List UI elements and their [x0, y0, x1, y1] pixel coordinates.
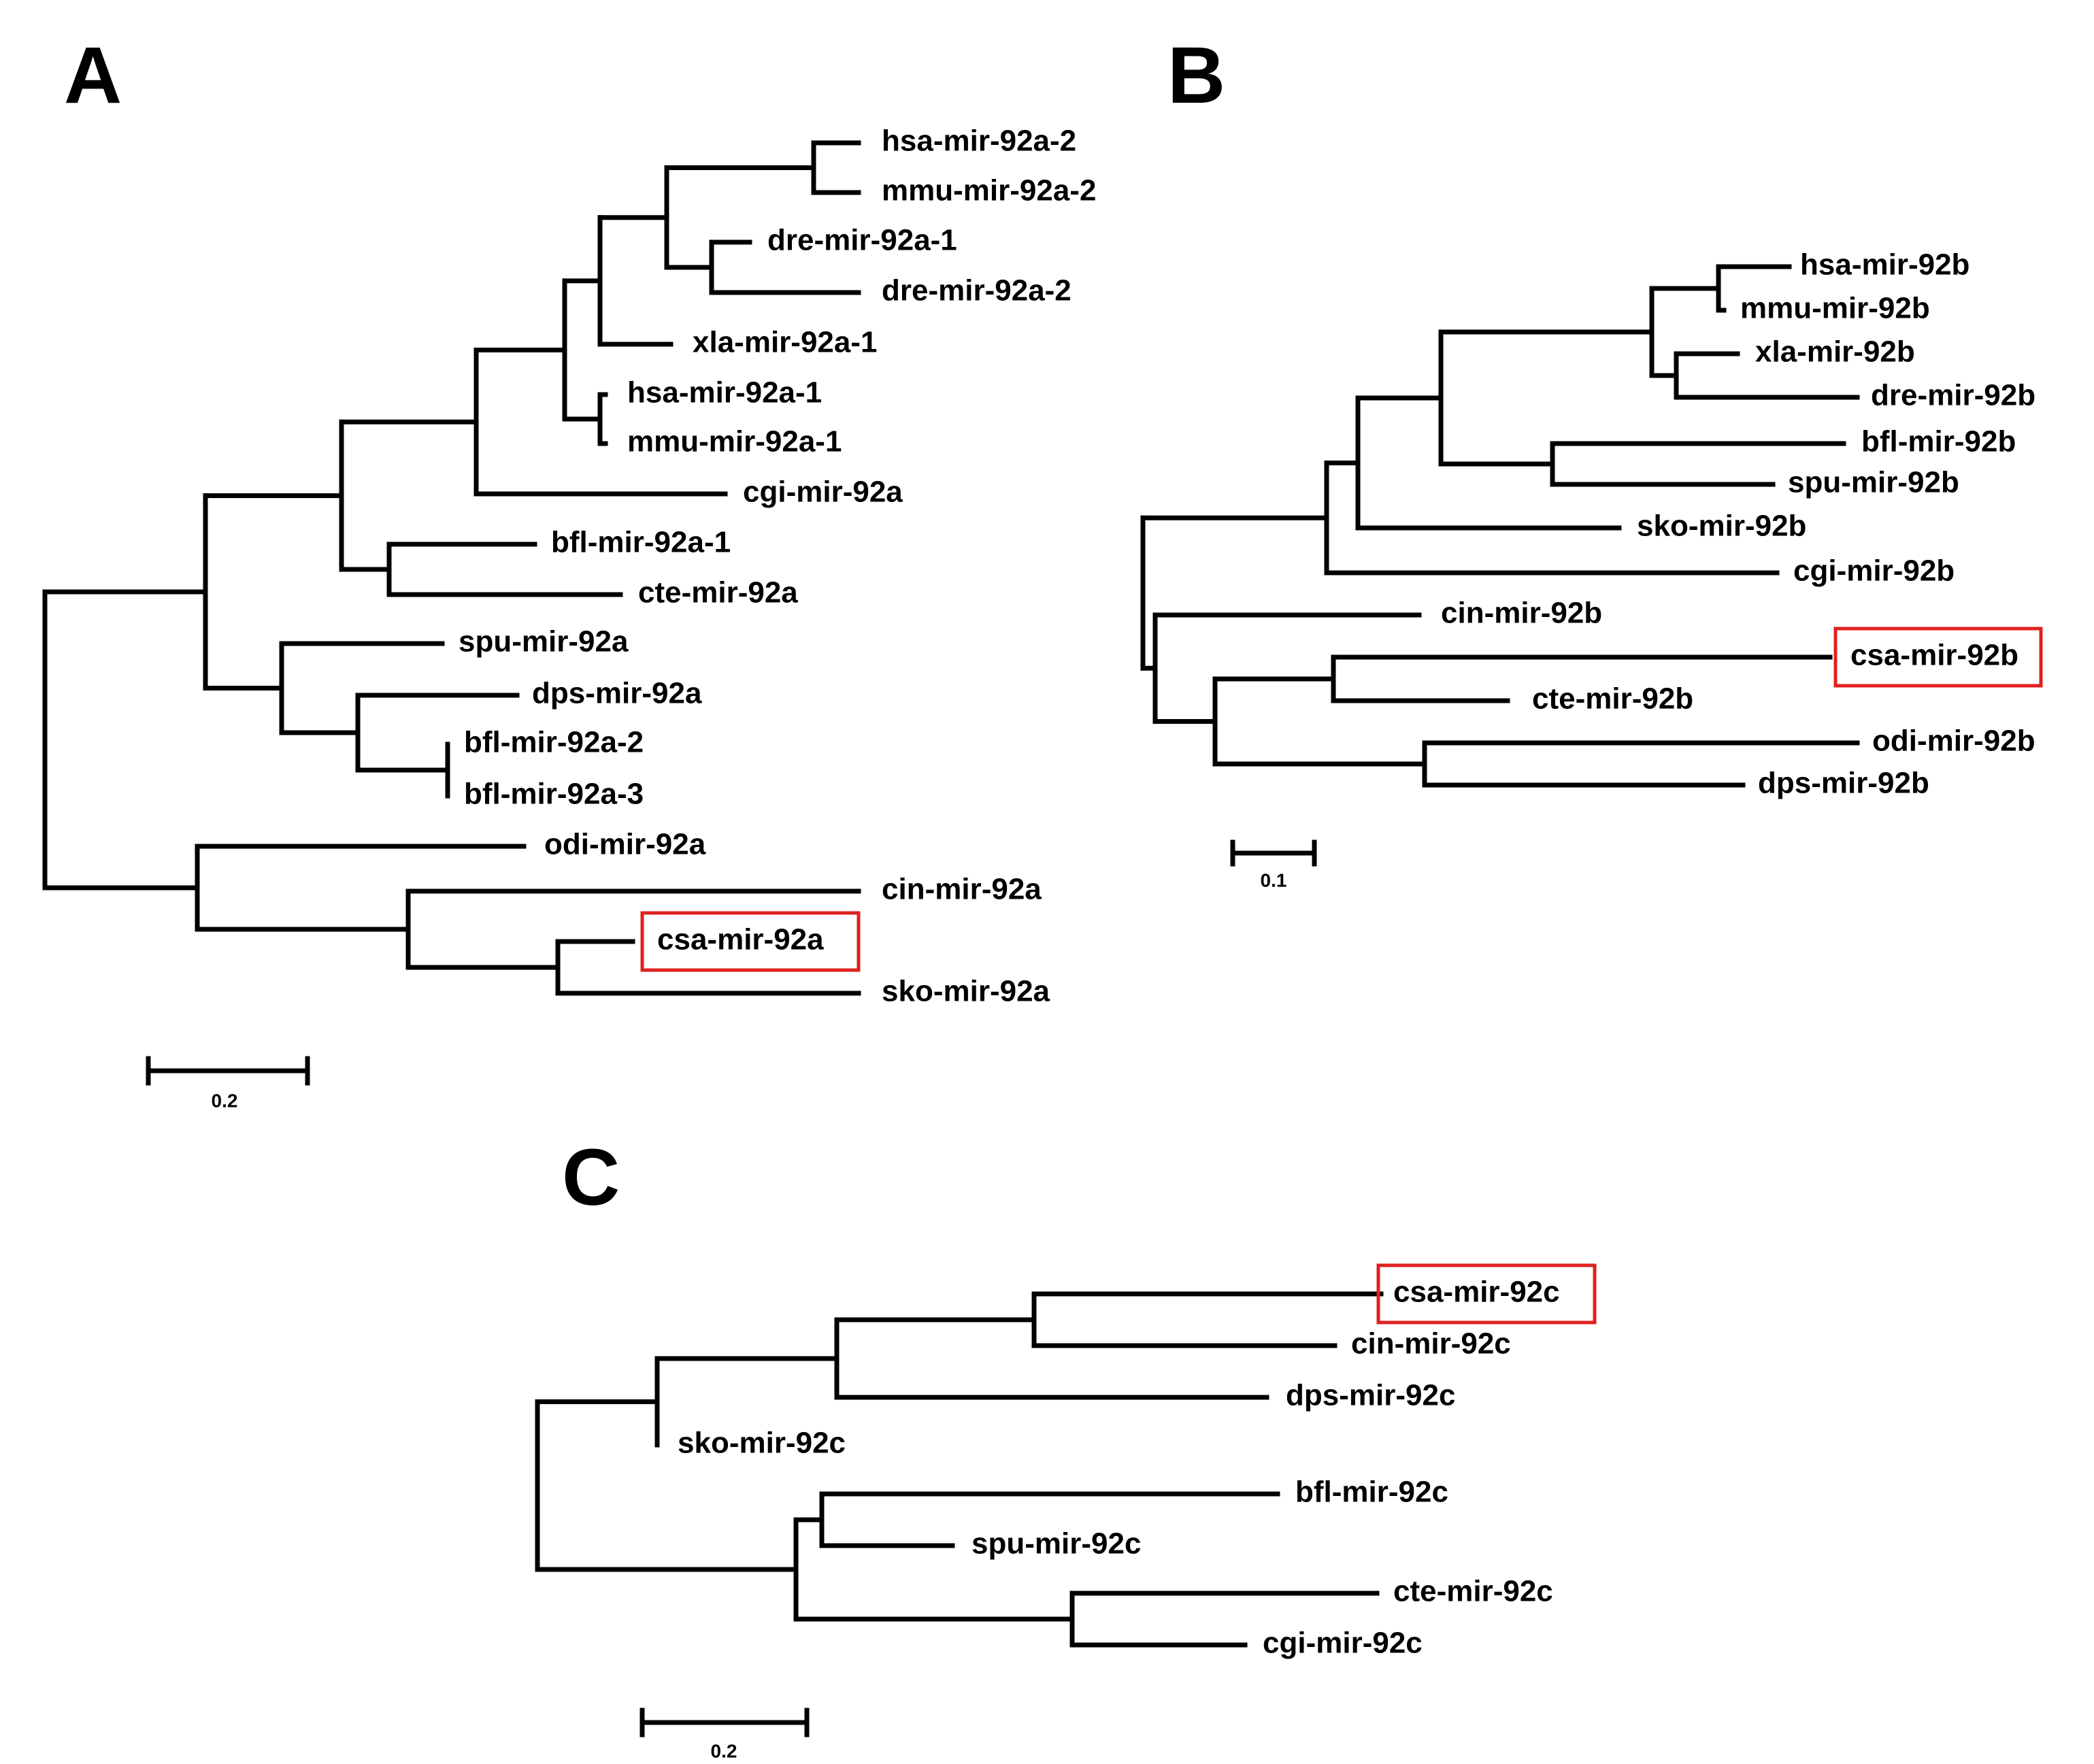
panel-c-leaf-label: spu-mir-92c [971, 1527, 1141, 1561]
panel-a-leaf-label: odi-mir-92a [544, 828, 706, 861]
panel-a-leaf-label: dre-mir-92a-2 [882, 274, 1071, 307]
panel-c-leaf-label: cin-mir-92c [1351, 1327, 1511, 1361]
panel-b-leaf-label: odi-mir-92b [1872, 725, 2035, 758]
panel-a-leaf-label: hsa-mir-92a-2 [882, 124, 1076, 158]
panel-a-leaf-label: spu-mir-92a [459, 625, 629, 659]
panel-b-leaf-label: bfl-mir-92b [1861, 425, 2016, 459]
panel-a-highlight-box [640, 911, 861, 972]
panel-b-leaf-label: mmu-mir-92b [1740, 292, 1930, 325]
panel-c-leaf-label: sko-mir-92c [678, 1427, 846, 1460]
panel-b-leaf-label: cgi-mir-92b [1793, 554, 1955, 588]
panel-c-leaf-label: dps-mir-92c [1286, 1379, 1455, 1412]
panel-a-leaf-label: cin-mir-92a [882, 873, 1042, 906]
panel-b-scale-label: 0.1 [1261, 869, 1287, 891]
panel-c-leaf-label: cte-mir-92c [1393, 1575, 1553, 1608]
panel-a-leaf-label: bfl-mir-92a-1 [551, 526, 731, 559]
panel-a-leaf-label: cte-mir-92a [638, 576, 798, 610]
panel-a-leaf-label: bfl-mir-92a-3 [464, 778, 644, 811]
panel-b-leaf-label: csa-mir-92b [1850, 639, 2018, 672]
panel-a-leaf-label: cgi-mir-92a [743, 476, 903, 509]
panel-a-label: A [64, 31, 122, 120]
panel-a-scale-label: 0.2 [212, 1090, 238, 1111]
panel-c-leaf-label: cgi-mir-92c [1263, 1627, 1423, 1660]
panel-c-leaf-label: bfl-mir-92c [1295, 1476, 1448, 1509]
panel-c-highlight-box [1376, 1263, 1597, 1325]
panel-a-leaf-label: mmu-mir-92a-2 [882, 174, 1096, 207]
panel-b-highlight-box [1833, 627, 2043, 688]
panel-c-leaf-label: csa-mir-92c [1393, 1276, 1560, 1309]
panel-b-leaf-label: xla-mir-92b [1755, 335, 1915, 369]
panel-a-leaf-label: mmu-mir-92a-1 [627, 425, 842, 459]
panel-a-leaf-label: bfl-mir-92a-2 [464, 726, 644, 759]
panel-c-scale-label: 0.2 [711, 1740, 737, 1761]
panel-a-leaf-label: xla-mir-92a-1 [693, 326, 877, 359]
panel-b-leaf-label: hsa-mir-92b [1800, 248, 1970, 282]
panel-b-leaf-label: dps-mir-92b [1758, 767, 1929, 800]
panel-b-leaf-label: cin-mir-92b [1441, 597, 1602, 630]
panel-a-leaf-label: sko-mir-92a [882, 975, 1050, 1008]
panel-c-label: C [562, 1133, 620, 1222]
panel-b-leaf-label: spu-mir-92b [1788, 466, 1959, 499]
panel-a-leaf-label: dps-mir-92a [532, 677, 702, 710]
panel-b-leaf-label: sko-mir-92b [1637, 510, 1806, 543]
panel-a-leaf-label: csa-mir-92a [657, 923, 824, 956]
panel-a-leaf-label: hsa-mir-92a-1 [627, 376, 822, 410]
labels-layer: hsa-mir-92a-2 mmu-mir-92a-2 dre-mir-92a-1 d… [64, 31, 2043, 1761]
panel-b-leaf-label: dre-mir-92b [1871, 379, 2035, 412]
tree-branches-layer [42, 140, 1860, 1737]
panel-b-label: B [1167, 31, 1225, 120]
panel-b-leaf-label: cte-mir-92b [1532, 682, 1693, 716]
panel-a-leaf-label: dre-mir-92a-1 [767, 224, 957, 257]
